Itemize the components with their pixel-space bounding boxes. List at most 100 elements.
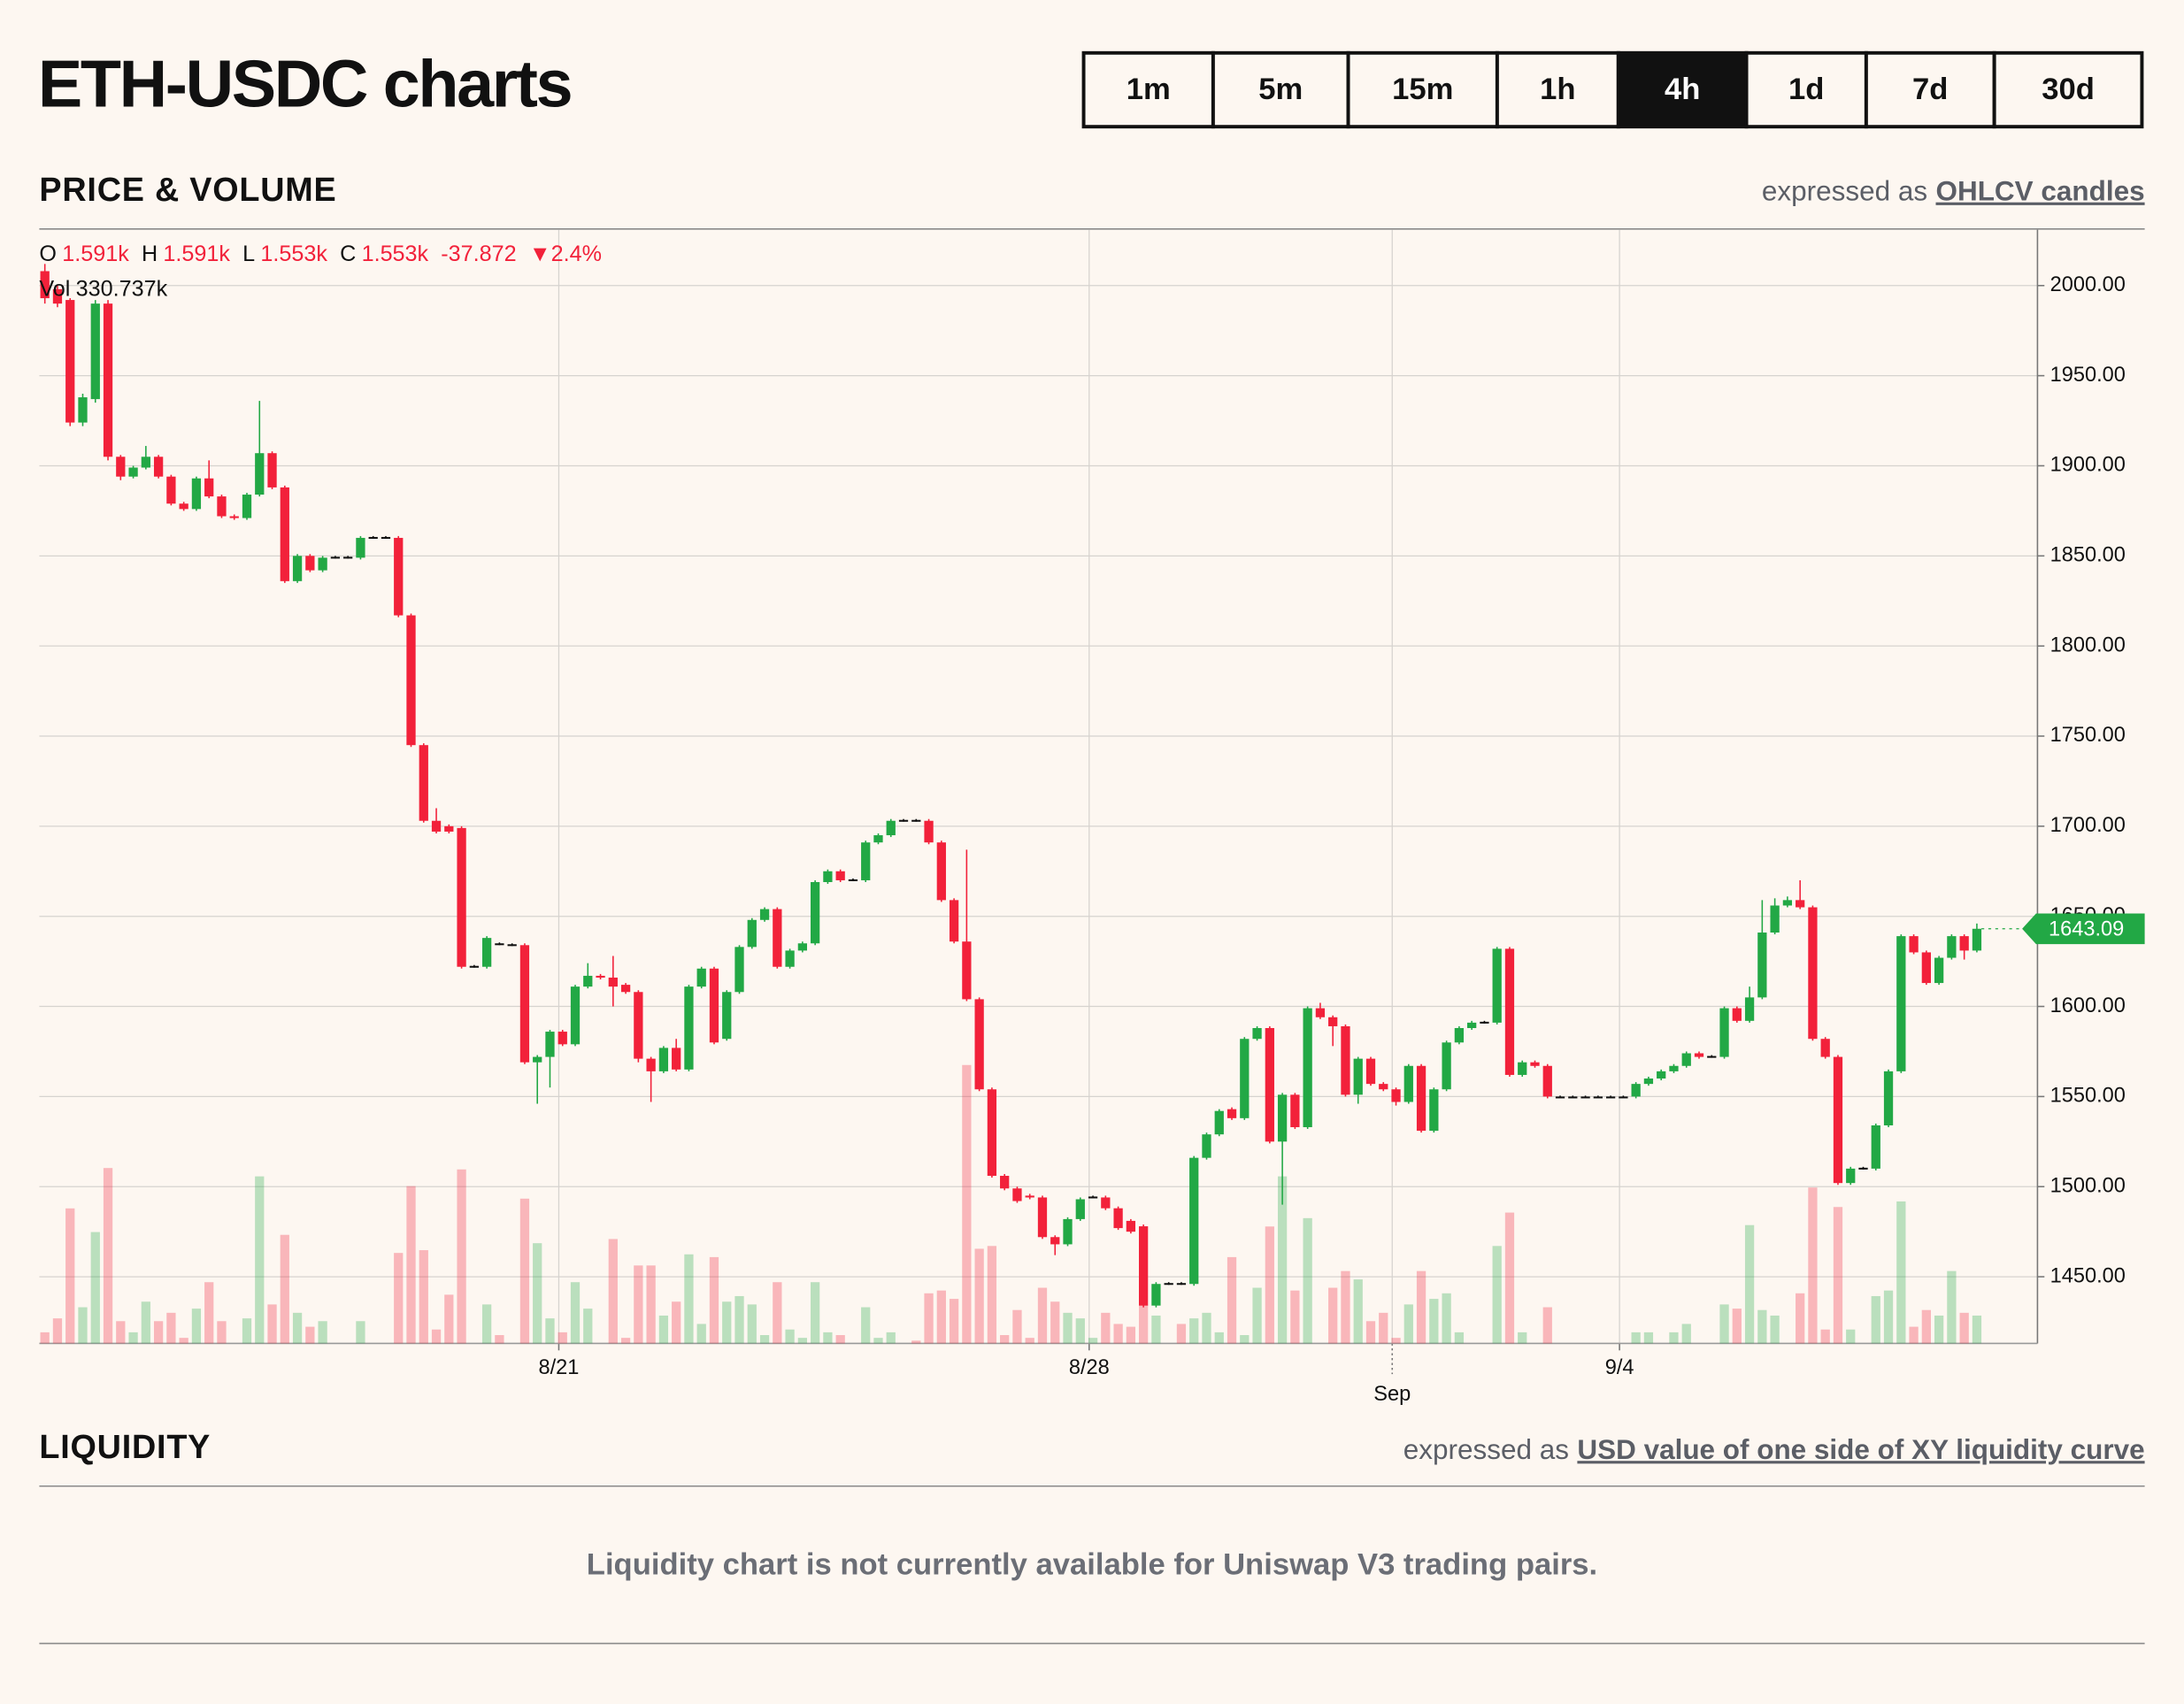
- candle-body: [280, 487, 289, 581]
- timeframe-label[interactable]: 5m: [1258, 73, 1303, 106]
- candle-body: [1480, 1021, 1489, 1024]
- timeframe-button[interactable]: [1616, 50, 1749, 129]
- candle-body: [1075, 1199, 1085, 1219]
- candle-body: [419, 745, 428, 821]
- y-tick-label: 1550.00: [2050, 1085, 2126, 1108]
- candle-body: [330, 556, 341, 559]
- candle-body: [1593, 1096, 1603, 1099]
- expressed-link[interactable]: USD value of one side of XY liquidity cu…: [1577, 1435, 2144, 1466]
- volume-bar: [153, 1321, 164, 1344]
- candle-body: [1568, 1096, 1578, 1099]
- candle-body: [1403, 1065, 1413, 1102]
- candle-body: [1643, 1078, 1654, 1085]
- timeframe-label[interactable]: 4h: [1665, 73, 1700, 106]
- candle-body: [52, 288, 63, 304]
- volume-bar: [658, 1315, 669, 1344]
- candle-body: [747, 919, 757, 948]
- candle-body: [608, 977, 618, 987]
- readout-change: -37.872: [441, 242, 516, 266]
- candle-body: [1947, 936, 1957, 958]
- candle-body: [204, 478, 214, 497]
- timeframe-label[interactable]: 1h: [1540, 73, 1575, 106]
- candle-body: [1530, 1062, 1540, 1066]
- candle-body: [545, 1032, 555, 1057]
- expressed-prefix: expressed as: [1762, 176, 1927, 207]
- y-tick-label: 1850.00: [2050, 544, 2126, 567]
- x-tick-label: 8/28: [1069, 1356, 1110, 1379]
- section-heading: LIQUIDITY: [39, 1429, 211, 1466]
- volume-bar: [1833, 1207, 1843, 1344]
- candle-body: [153, 457, 164, 477]
- candle-body: [116, 457, 126, 477]
- plot: 1450.001500.001550.001600.001650.001700.…: [39, 229, 2145, 1406]
- volume-bar: [191, 1309, 202, 1344]
- volume-bar: [1025, 1338, 1034, 1344]
- candle-body: [886, 820, 896, 836]
- volume-bar: [835, 1335, 845, 1344]
- candle-body: [1934, 957, 1944, 984]
- candle-body: [1504, 948, 1515, 1075]
- candle-body: [646, 1058, 656, 1071]
- candle-body: [936, 842, 946, 901]
- volume-bar: [1934, 1315, 1944, 1344]
- volume-bar: [1379, 1312, 1388, 1344]
- candle-body: [823, 871, 833, 883]
- volume-bar: [1000, 1335, 1010, 1344]
- volume-bar: [1883, 1290, 1894, 1344]
- candle-body: [1429, 1089, 1439, 1132]
- timeframe-label[interactable]: 15m: [1392, 73, 1453, 106]
- expressed-prefix: expressed as: [1403, 1435, 1569, 1466]
- timeframe-label[interactable]: 1m: [1127, 73, 1171, 106]
- timeframe-button[interactable]: [1081, 50, 1215, 129]
- candle-body: [1605, 1096, 1616, 1099]
- candle-body: [1732, 1008, 1742, 1021]
- timeframe-label[interactable]: 7d: [1912, 73, 1948, 106]
- expressed-link[interactable]: OHLCV candles: [1936, 176, 2145, 207]
- candle-body: [406, 615, 416, 746]
- expressed-as: expressed as USD value of one side of XY …: [1403, 1435, 2145, 1466]
- candle-body: [583, 975, 593, 987]
- volume-bar: [1126, 1326, 1136, 1344]
- candle-body: [785, 950, 795, 967]
- candle-body: [78, 397, 88, 423]
- timeframe-label[interactable]: 30d: [2042, 73, 2095, 106]
- section-heading: PRICE & VOLUME: [39, 172, 336, 209]
- liquidity-message: Liquidity chart is not currently availab…: [587, 1547, 1597, 1581]
- timeframe-label[interactable]: 1d: [1788, 73, 1824, 106]
- volume-bar: [873, 1338, 883, 1344]
- volume-bar: [785, 1329, 795, 1344]
- candle-body: [1050, 1237, 1060, 1245]
- volume-bar: [1921, 1309, 1931, 1344]
- volume-bar: [1947, 1270, 1957, 1344]
- volume-bar: [1429, 1299, 1439, 1344]
- candle-body: [242, 495, 252, 518]
- volume-bar: [936, 1290, 946, 1344]
- volume-bar: [1871, 1295, 1880, 1344]
- volume-bar: [545, 1318, 555, 1344]
- candle-body: [1176, 1283, 1187, 1286]
- timeframe-button[interactable]: [1992, 50, 2144, 129]
- timeframe-selector: 1m 5m 15m 1h 4h 1d 7d 30d: [1081, 50, 2144, 129]
- candle-body: [1315, 1008, 1326, 1017]
- timeframe-button[interactable]: [1744, 50, 1868, 129]
- volume-bar: [1770, 1315, 1780, 1344]
- volume-bar: [1290, 1290, 1300, 1344]
- candle-body: [1631, 1084, 1641, 1097]
- readout-label: H: [142, 242, 158, 266]
- candle-body: [1518, 1062, 1527, 1075]
- candle-body: [1025, 1195, 1034, 1198]
- volume-bar: [444, 1294, 454, 1344]
- readout-value: 1.553k: [362, 242, 429, 266]
- timeframe-button[interactable]: [1495, 50, 1620, 129]
- candle-body: [1580, 1096, 1590, 1099]
- volume-bar: [1744, 1224, 1755, 1344]
- volume-readout: Vol 330.737k: [39, 276, 167, 301]
- volume-bar: [1088, 1338, 1098, 1344]
- timeframe-button[interactable]: [1346, 50, 1499, 129]
- timeframe-button[interactable]: [1211, 50, 1350, 129]
- volume-bar: [40, 1332, 50, 1344]
- candle-body: [1113, 1208, 1123, 1229]
- candle-body: [1151, 1284, 1161, 1306]
